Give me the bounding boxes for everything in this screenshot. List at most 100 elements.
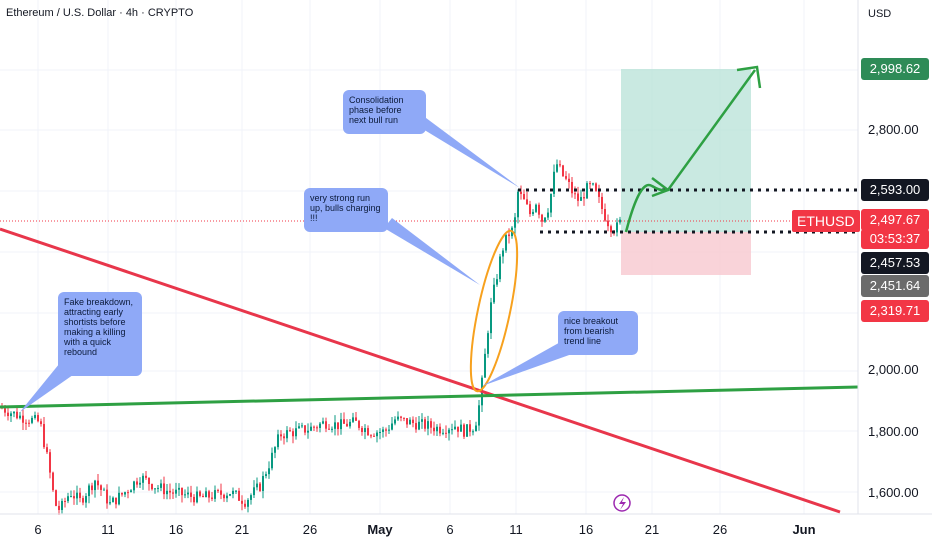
candle-body bbox=[283, 436, 285, 439]
candle-body bbox=[70, 496, 72, 498]
candle-body bbox=[574, 193, 576, 195]
candle-body bbox=[181, 487, 183, 496]
annotation-breakout[interactable]: nice breakout from bearish trend line bbox=[558, 311, 638, 355]
candle-body bbox=[478, 405, 480, 426]
stop-zone bbox=[621, 232, 751, 275]
candle-body bbox=[310, 426, 312, 431]
candle-body bbox=[55, 490, 57, 506]
candle-body bbox=[7, 412, 9, 417]
candle-body bbox=[145, 475, 147, 478]
annotation-consolidation[interactable]: Consolidation phase before next bull run bbox=[343, 90, 426, 134]
candle-body bbox=[148, 477, 150, 485]
candle-body bbox=[571, 181, 573, 194]
candle-body bbox=[130, 490, 132, 493]
date-tick: 26 bbox=[302, 522, 318, 537]
candle-body bbox=[460, 424, 462, 432]
candle-body bbox=[367, 428, 369, 436]
candle-body bbox=[46, 447, 48, 453]
lightning-icon[interactable] bbox=[613, 494, 631, 512]
candle-body bbox=[325, 421, 327, 429]
date-tick: 21 bbox=[644, 522, 660, 537]
candle-body bbox=[586, 183, 588, 199]
candle-body bbox=[154, 488, 156, 490]
candle-body bbox=[421, 419, 423, 422]
candle-body bbox=[94, 480, 96, 491]
date-tick: 16 bbox=[168, 522, 184, 537]
candle-body bbox=[448, 429, 450, 434]
candle-body bbox=[604, 209, 606, 221]
candle-body bbox=[34, 415, 36, 418]
annotation-strong-run[interactable]: very strong run up, bulls charging !!! bbox=[304, 188, 388, 232]
candle-body bbox=[280, 434, 282, 437]
candle-body bbox=[133, 481, 135, 491]
candle-body bbox=[235, 490, 237, 492]
candle-body bbox=[457, 426, 459, 432]
candle-body bbox=[106, 489, 108, 504]
candle-body bbox=[364, 428, 366, 433]
support-trend-line bbox=[0, 385, 859, 409]
candle-body bbox=[97, 480, 99, 486]
candle-body bbox=[184, 494, 186, 496]
candle-body bbox=[433, 427, 435, 432]
candle-body bbox=[439, 426, 441, 434]
candle-body bbox=[223, 494, 225, 499]
candle-body bbox=[424, 419, 426, 429]
candle-body bbox=[397, 416, 399, 420]
candle-body bbox=[484, 353, 486, 378]
candle-body bbox=[547, 212, 549, 218]
candle-body bbox=[562, 165, 564, 177]
candle-body bbox=[556, 164, 558, 172]
candle-body bbox=[178, 487, 180, 490]
candle-body bbox=[523, 194, 525, 200]
candle-body bbox=[295, 428, 297, 437]
price-tick-1800: 1,800.00 bbox=[868, 424, 919, 439]
support-price-label: 2,457.53 bbox=[861, 252, 929, 274]
annotation-fake-breakdown[interactable]: Fake breakdown, attracting early shortis… bbox=[58, 292, 142, 376]
candle-body bbox=[487, 333, 489, 354]
candle-body bbox=[607, 220, 609, 227]
chart-title: Ethereum / U.S. Dollar · 4h · CRYPTO bbox=[6, 7, 194, 19]
candle-body bbox=[103, 489, 105, 491]
candle-body bbox=[616, 222, 618, 233]
candle-body bbox=[352, 417, 354, 422]
candle-body bbox=[43, 424, 45, 448]
candle-body bbox=[334, 422, 336, 429]
candle-body bbox=[532, 211, 534, 215]
projection-arrowhead-mid bbox=[651, 177, 671, 198]
target-zone bbox=[621, 69, 751, 232]
date-tick: 11 bbox=[509, 522, 523, 537]
candle-body bbox=[52, 472, 54, 491]
level-price-label: 2,451.64 bbox=[861, 275, 929, 297]
date-tick: 16 bbox=[578, 522, 594, 537]
candle-body bbox=[166, 490, 168, 495]
candle-body bbox=[415, 423, 417, 430]
candle-body bbox=[493, 284, 495, 303]
date-tick: 6 bbox=[34, 522, 42, 537]
candle-body bbox=[508, 234, 510, 237]
candle-body bbox=[58, 505, 60, 511]
candle-body bbox=[202, 495, 204, 498]
candle-body bbox=[88, 485, 90, 497]
currency-label[interactable]: USD bbox=[868, 8, 892, 20]
candle-body bbox=[538, 204, 540, 215]
candle-body bbox=[445, 432, 447, 434]
candle-body bbox=[502, 250, 504, 257]
callout-pointer-run bbox=[384, 218, 480, 285]
candle-body bbox=[82, 498, 84, 503]
candle-body bbox=[115, 497, 117, 505]
candle-body bbox=[331, 428, 333, 430]
candle-body bbox=[463, 424, 465, 437]
candle-body bbox=[466, 424, 468, 437]
candle-body bbox=[100, 485, 102, 490]
candle-body bbox=[109, 502, 111, 504]
candle-body bbox=[274, 447, 276, 453]
candle-body bbox=[430, 421, 432, 428]
candle-body bbox=[307, 430, 309, 433]
candle-body bbox=[499, 256, 501, 280]
candle-body bbox=[490, 302, 492, 334]
current-price-label: 2,497.67 bbox=[861, 209, 929, 231]
candle-body bbox=[427, 421, 429, 429]
candle-body bbox=[535, 204, 537, 212]
candle-body bbox=[475, 425, 477, 432]
